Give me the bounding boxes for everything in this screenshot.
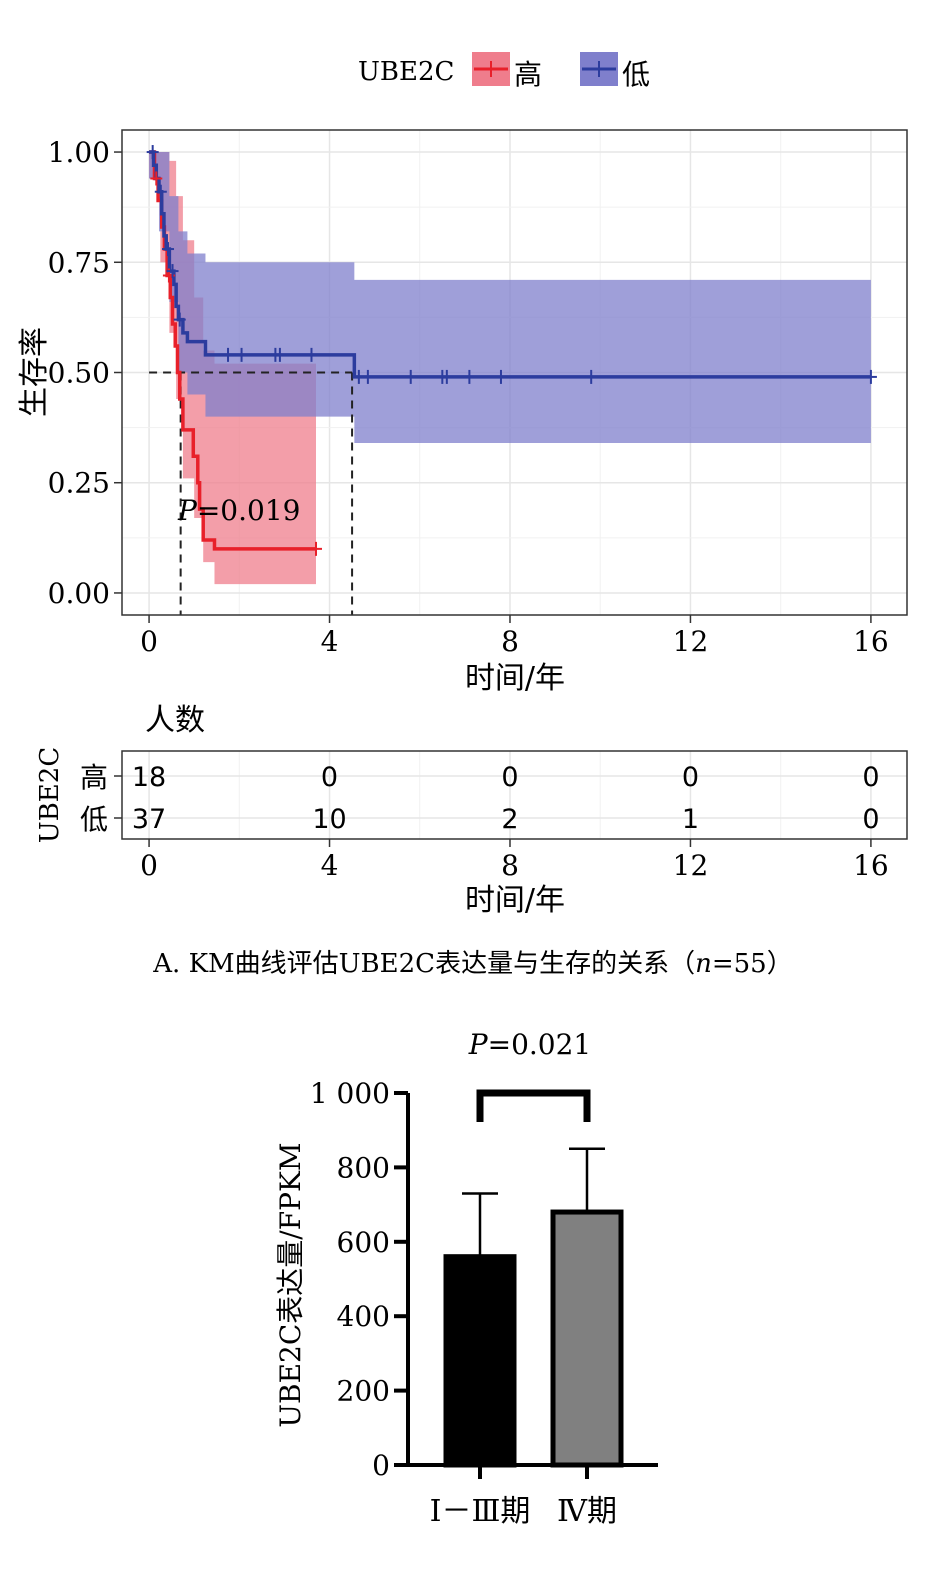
legend-label-low: 低 [622,58,650,91]
risk-x-tick-label: 4 [321,849,339,882]
km-x-tick-label: 0 [140,625,158,658]
km-x-tick-label: 8 [501,625,519,658]
bar-p-text: =0.021 [488,1028,592,1061]
risk-x-axis-label: 时间/年 [465,883,565,918]
km-y-tick-label: 0.25 [48,467,110,500]
bar-series [443,1147,624,1468]
km-x-tick-label: 4 [321,625,339,658]
risk-grid [122,751,907,839]
panel-a-caption-n: n [695,949,712,979]
bar-y-tick-label: 600 [337,1226,390,1259]
bar-category-label: Ⅰ－Ⅲ期 [430,1494,531,1529]
bar-stage-4 [550,1209,624,1468]
risk-cell: 0 [501,762,518,793]
km-median-lines [149,371,354,615]
risk-panel-border [121,750,908,840]
km-x-tick-label: 16 [853,625,889,658]
risk-x-tick-label: 8 [501,849,519,882]
risk-cell: 0 [862,762,879,793]
risk-cell: 0 [682,762,699,793]
km-plot: UBE2C 高 低 0 4 8 12 16 0.00 0.25 0.50 0.75 1.00 P=… [17,52,908,696]
bar-p-value: P=0.021 [468,1028,591,1061]
panel-a-caption-tail: =55） [712,949,793,979]
legend-title: UBE2C [358,57,454,87]
bar-p-italic: P [468,1028,489,1061]
bar-y-tick-label: 200 [337,1375,390,1408]
risk-x-tick-label: 16 [853,849,889,882]
risk-axes: 高低0 4 8 12 16 [80,761,889,882]
bar-axes: 0 200 400 600 800 1 000 Ⅰ－Ⅲ期 Ⅳ期 [310,1077,658,1529]
bar-y-tick-label: 800 [337,1151,390,1184]
km-y-tick-label: 0.50 [48,357,110,390]
bar-chart: P=0.021 0 200 400 600 800 1 000 Ⅰ－Ⅲ期 Ⅳ期 UBE2C表达… [274,1028,658,1529]
risk-cell: 10 [312,804,346,835]
bar-category-label: Ⅳ期 [557,1494,617,1529]
risk-table: 人数 18 0 0 0 037 10 2 1 0 高低0 4 8 12 16 时间/年 UBE2C [35,703,908,918]
risk-row-label: 低 [80,803,108,836]
risk-cell: 2 [501,804,518,835]
km-x-tick-label: 12 [673,625,709,658]
risk-y-axis-label: UBE2C [35,747,65,843]
bar-stage-1-3 [443,1254,517,1468]
risk-cell: 37 [132,804,166,835]
km-axes: 0 4 8 12 16 0.00 0.25 0.50 0.75 1.00 [48,136,889,658]
km-y-tick-label: 0.00 [48,577,110,610]
km-y-tick-label: 0.75 [48,246,110,279]
km-y-axis-label: 生存率 [17,327,52,417]
km-legend: UBE2C 高 低 [358,52,650,91]
risk-cell: 1 [682,804,699,835]
risk-table-title: 人数 [145,703,205,738]
legend-label-high: 高 [514,58,542,91]
bar-y-tick-label: 400 [337,1300,390,1333]
bar-y-axis-label: UBE2C表达量/FPKM [274,1142,307,1427]
km-p-text: =0.019 [197,494,301,527]
panel-a-caption: A. KM曲线评估UBE2C表达量与生存的关系（n=55） [152,949,792,979]
risk-x-tick-label: 12 [673,849,709,882]
bar-y-tick-label: 1 000 [310,1077,390,1110]
risk-cell: 0 [321,762,338,793]
km-x-axis-label: 时间/年 [465,661,565,696]
risk-x-tick-label: 0 [140,849,158,882]
risk-cells: 18 0 0 0 037 10 2 1 0 [132,762,880,835]
risk-panel [122,751,907,839]
risk-cell: 18 [132,762,166,793]
panel-a-caption-main: A. KM曲线评估UBE2C表达量与生存的关系（ [152,949,695,979]
bar-y-tick-label: 0 [372,1449,390,1482]
ci-band-low [149,152,871,444]
km-confidence-bands [149,152,871,585]
significance-bracket [476,1089,591,1122]
risk-cell: 0 [862,804,879,835]
risk-row-label: 高 [80,761,108,794]
km-y-tick-label: 1.00 [48,136,110,169]
km-p-value: P=0.019 [177,494,300,527]
km-p-italic: P [177,494,198,527]
km-censor-marks [146,145,877,556]
